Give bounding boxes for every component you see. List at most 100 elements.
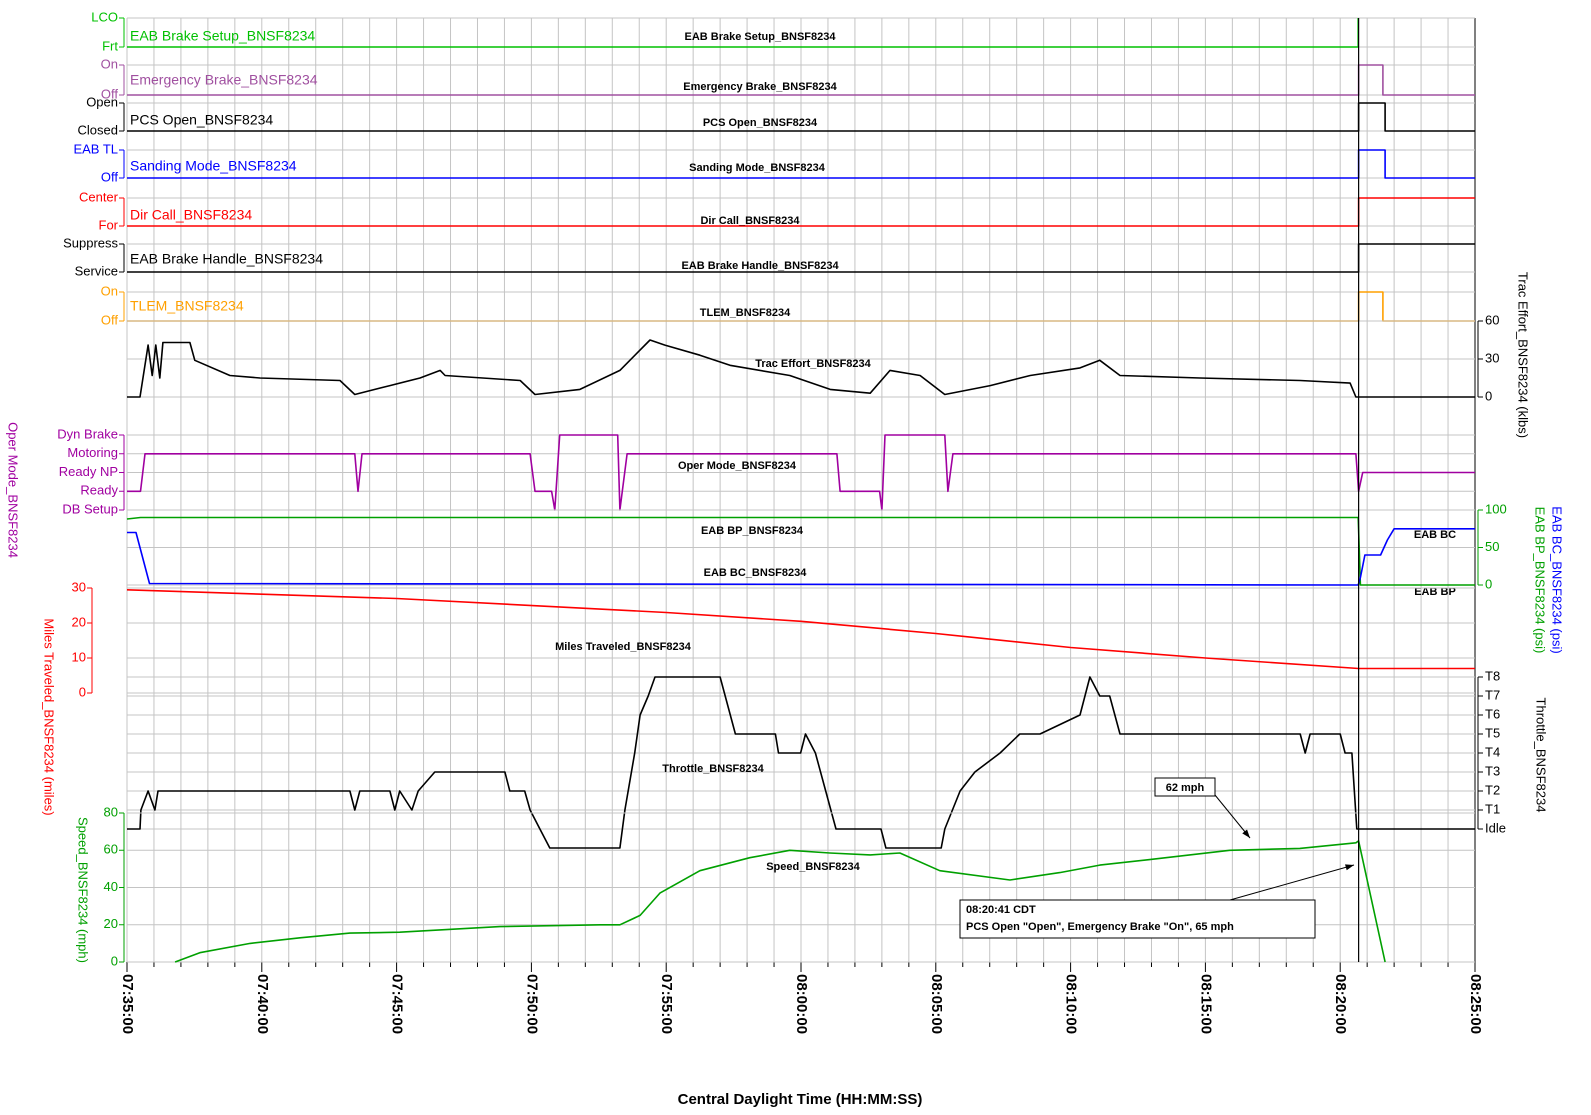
x-tick-label: 08:25:00 xyxy=(1467,974,1484,1034)
signal-name: Dir Call_BNSF8234 xyxy=(130,207,252,223)
y-tick-label: 60 xyxy=(104,842,118,857)
y-tick-label: 80 xyxy=(104,804,118,819)
y-tick-label: T5 xyxy=(1485,725,1500,740)
series-line xyxy=(126,589,1475,670)
y-tick-label: 0 xyxy=(1485,576,1492,591)
annotation-text: PCS Open "Open", Emergency Brake "On", 6… xyxy=(966,921,1234,933)
x-tick-label: 08:10:00 xyxy=(1063,974,1080,1034)
series-label: Trac Effort_BNSF8234 xyxy=(755,358,871,370)
series-line xyxy=(127,64,1475,96)
series-label: Throttle_BNSF8234 xyxy=(662,763,764,775)
series-label: TLEM_BNSF8234 xyxy=(700,307,791,319)
y-tick-label: On xyxy=(101,283,118,298)
series-line xyxy=(127,434,1475,511)
y-axis-title: EAB BC_BNSF8234 (psi) xyxy=(1550,506,1565,653)
y-axis-title: Trac Effort_BNSF8234 (klbs) xyxy=(1516,272,1531,438)
series-label: Sanding Mode_BNSF8234 xyxy=(689,162,826,174)
arrow-head xyxy=(1242,829,1250,838)
y-tick-label: T4 xyxy=(1485,744,1500,759)
signal-name: PCS Open_BNSF8234 xyxy=(130,112,273,128)
y-tick-label: Idle xyxy=(1485,820,1506,835)
series-label: Dir Call_BNSF8234 xyxy=(700,215,800,227)
y-tick-label: 10 xyxy=(72,649,86,664)
series-line xyxy=(127,527,1475,586)
y-tick-label: 100 xyxy=(1485,501,1507,516)
x-tick-label: 08:05:00 xyxy=(928,974,945,1034)
y-tick-label: 0 xyxy=(111,953,118,968)
y-tick-label: DB Setup xyxy=(62,501,118,516)
y-tick-label: T3 xyxy=(1485,763,1500,778)
annotation-arrow xyxy=(1229,864,1355,901)
y-tick-label: 20 xyxy=(72,614,86,629)
y-tick-label: Center xyxy=(79,189,119,204)
x-tick-label: 07:35:00 xyxy=(119,974,136,1034)
series-line xyxy=(127,676,1475,849)
series-label: Emergency Brake_BNSF8234 xyxy=(683,81,837,93)
series-label: Miles Traveled_BNSF8234 xyxy=(555,641,692,653)
y-tick-label: 40 xyxy=(104,879,118,894)
series-line xyxy=(127,102,1475,132)
y-tick-label: Dyn Brake xyxy=(57,426,118,441)
annotation-text: 08:20:41 CDT xyxy=(966,904,1036,916)
signal-name: EAB Brake Setup_BNSF8234 xyxy=(130,28,315,44)
annotation-text: 62 mph xyxy=(1166,782,1205,794)
x-tick-label: 07:45:00 xyxy=(389,974,406,1034)
y-axis-title: EAB BP_BNSF8234 (psi) xyxy=(1533,507,1548,654)
y-tick-label: Off xyxy=(101,169,118,184)
x-tick-label: 07:40:00 xyxy=(254,974,271,1034)
x-tick-label: 08:15:00 xyxy=(1197,974,1214,1034)
y-axis-title: Speed_BNSF8234 (mph) xyxy=(76,817,91,963)
series-label: EAB Brake Setup_BNSF8234 xyxy=(684,31,836,43)
series-line xyxy=(127,339,1475,398)
x-tick-label: 08:00:00 xyxy=(793,974,810,1034)
signal-name: EAB Brake Handle_BNSF8234 xyxy=(130,251,323,267)
y-tick-label: T1 xyxy=(1485,801,1500,816)
y-tick-label: T6 xyxy=(1485,706,1500,721)
y-tick-label: On xyxy=(101,56,118,71)
y-tick-label: 30 xyxy=(1485,350,1499,365)
x-tick-label: 07:50:00 xyxy=(523,974,540,1034)
y-tick-label: 20 xyxy=(104,916,118,931)
series-label: Speed_BNSF8234 xyxy=(766,861,860,873)
y-tick-label: T8 xyxy=(1485,668,1500,683)
signal-name: Emergency Brake_BNSF8234 xyxy=(130,72,318,88)
x-tick-label: 08:20:00 xyxy=(1332,974,1349,1034)
series-label: EAB BP_BNSF8234 xyxy=(701,525,804,537)
y-tick-label: Open xyxy=(86,94,118,109)
y-tick-label: Off xyxy=(101,86,118,101)
annotation-box xyxy=(959,899,1316,939)
y-tick-label: Motoring xyxy=(67,445,118,460)
y-tick-label: T7 xyxy=(1485,687,1500,702)
y-tick-label: LCO xyxy=(91,9,118,24)
series-line xyxy=(127,149,1475,179)
y-tick-label: 50 xyxy=(1485,539,1499,554)
y-tick-label: 30 xyxy=(72,579,86,594)
y-axis-title: Oper Mode_BNSF8234 xyxy=(6,422,21,558)
y-tick-label: 0 xyxy=(79,684,86,699)
y-tick-label: Ready xyxy=(80,483,118,498)
annotation-box xyxy=(1154,777,1216,797)
series-label: EAB BC_BNSF8234 xyxy=(704,567,808,579)
x-tick-label: 07:55:00 xyxy=(658,974,675,1034)
y-tick-label: Off xyxy=(101,312,118,327)
series-line xyxy=(174,840,1386,963)
arrow-head xyxy=(1345,864,1354,871)
y-tick-label: Service xyxy=(75,263,118,278)
y-axis-title: Throttle_BNSF8234 xyxy=(1534,698,1549,813)
signal-name: Sanding Mode_BNSF8234 xyxy=(130,158,297,174)
y-tick-label: For xyxy=(99,217,119,232)
y-tick-label: EAB TL xyxy=(73,141,118,156)
series-label: PCS Open_BNSF8234 xyxy=(703,117,818,129)
series-label: EAB Brake Handle_BNSF8234 xyxy=(681,260,839,272)
y-tick-label: Suppress xyxy=(63,235,118,250)
y-tick-label: Frt xyxy=(102,38,118,53)
series-label: Oper Mode_BNSF8234 xyxy=(678,460,797,472)
y-tick-label: T2 xyxy=(1485,782,1500,797)
y-tick-label: Ready NP xyxy=(59,464,118,479)
signal-name: TLEM_BNSF8234 xyxy=(130,298,244,314)
y-tick-label: Closed xyxy=(78,122,118,137)
series-end-label: EAB BP xyxy=(1414,586,1456,598)
y-axis-title: Miles Traveled_BNSF8234 (miles) xyxy=(42,618,57,815)
